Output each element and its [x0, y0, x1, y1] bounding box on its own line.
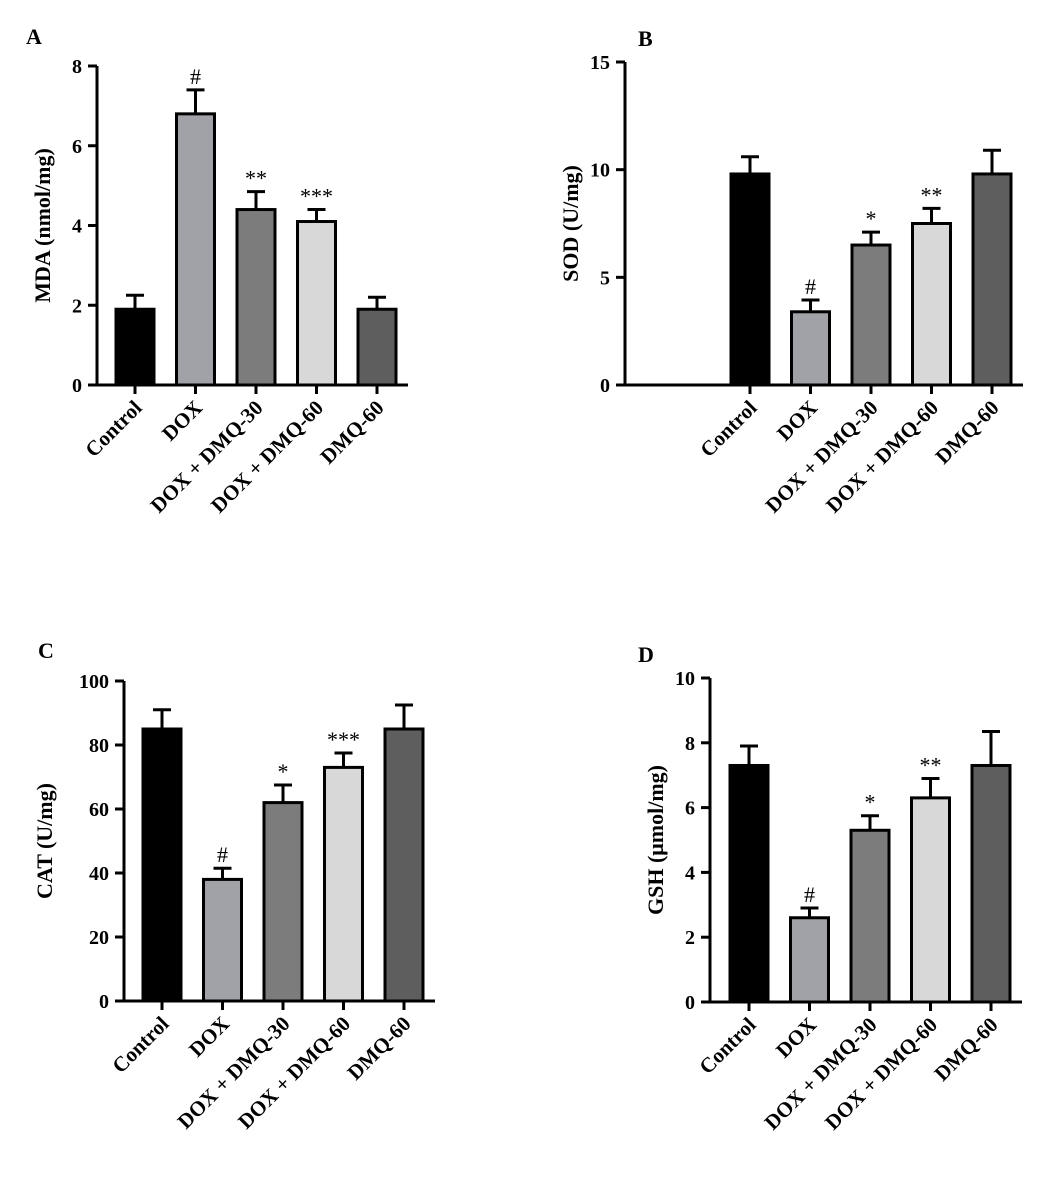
significance-marker: #	[804, 882, 815, 907]
x-tick-label: DOX + DMQ-60	[821, 396, 943, 518]
chart-panel-d: D 0 2 4 6 8 10 GSH (μmol/mg) Control # DOX * DOX + D…	[528, 600, 1056, 1200]
bar-dox-dmq-60	[323, 765, 364, 1003]
x-tick-label: DMQ-60	[930, 396, 1003, 469]
bar-control	[728, 763, 770, 1004]
x-tick-label: DOX	[184, 1012, 234, 1062]
x-tick-label: DOX	[157, 396, 207, 446]
y-tick-label: 4	[72, 216, 82, 238]
x-tick-label: Control	[80, 395, 146, 461]
bar-dox-dmq-60	[910, 796, 951, 1004]
bar-dox	[789, 916, 830, 1004]
chart-panel-a: A 0 2 4 6 8 MDA (nmol/mg) Control # DOX ** DOX + DM…	[0, 0, 528, 600]
bar-dox	[175, 112, 216, 387]
chart-svg: A 0 2 4 6 8 MDA (nmol/mg) Control # DOX ** DOX + DM…	[26, 24, 408, 518]
bar-dox-dmq-60	[296, 220, 337, 387]
y-tick-label: 0	[600, 375, 610, 397]
y-tick-label: 60	[89, 799, 109, 821]
y-tick-label: 40	[89, 863, 109, 885]
y-tick-label: 2	[685, 927, 695, 949]
panel-letter: D	[638, 642, 654, 667]
chart-panel-c: C 0 20 40 60 80 100 CAT (U/mg) Control # DOX * DOX +…	[0, 600, 528, 1200]
significance-marker: **	[920, 752, 942, 777]
y-tick-label: 8	[685, 733, 695, 755]
bar-dox-dmq-30	[850, 243, 892, 387]
bar-control	[114, 307, 156, 387]
significance-marker: #	[190, 64, 201, 89]
y-axis-label: CAT (U/mg)	[32, 783, 57, 899]
y-tick-label: 8	[72, 56, 82, 78]
x-tick-label: DOX + DMQ-60	[206, 396, 328, 518]
x-tick-label: DMQ-60	[342, 1012, 415, 1085]
x-tick-label: DOX + DMQ-60	[233, 1012, 355, 1134]
y-tick-label: 10	[590, 160, 610, 182]
chart-panel-b: B 0 5 10 15 SOD (U/mg) Control # DOX * DOX + DMQ-3…	[528, 0, 1056, 600]
bar-dox-dmq-60	[911, 222, 952, 387]
y-axis-label: GSH (μmol/mg)	[643, 765, 668, 915]
x-tick-label: DOX + DMQ-60	[820, 1013, 942, 1135]
y-tick-label: 80	[89, 735, 109, 757]
panel-letter: C	[38, 638, 54, 663]
y-tick-label: 100	[79, 671, 109, 693]
significance-marker: #	[805, 274, 816, 299]
x-tick-label: DMQ-60	[315, 396, 388, 469]
y-tick-label: 10	[675, 668, 695, 690]
bar-dmq-60	[971, 172, 1013, 387]
y-tick-label: 20	[89, 927, 109, 949]
x-tick-label: DMQ-60	[929, 1013, 1002, 1086]
bar-dmq-60	[356, 307, 398, 387]
y-tick-label: 0	[72, 375, 82, 397]
x-tick-label: Control	[694, 1012, 760, 1078]
panel-letter: A	[26, 24, 42, 49]
x-tick-label: DOX	[771, 1013, 821, 1063]
bar-dox	[202, 877, 243, 1003]
bar-dmq-60	[383, 727, 425, 1003]
bar-dox-dmq-30	[235, 208, 277, 387]
y-axis-label: MDA (nmol/mg)	[30, 148, 55, 303]
y-tick-label: 15	[590, 52, 610, 74]
significance-marker: **	[921, 182, 943, 207]
significance-marker: *	[278, 759, 289, 784]
significance-marker: *	[865, 790, 876, 815]
y-tick-label: 6	[72, 136, 82, 158]
significance-marker: *	[866, 206, 877, 231]
y-tick-label: 0	[99, 991, 109, 1013]
significance-marker: **	[245, 166, 267, 191]
y-tick-label: 0	[685, 992, 695, 1014]
bar-dox-dmq-30	[262, 801, 304, 1003]
y-tick-label: 6	[685, 798, 695, 820]
bar-control	[729, 172, 771, 387]
x-tick-label: Control	[107, 1011, 173, 1077]
chart-svg: D 0 2 4 6 8 10 GSH (μmol/mg) Control # DOX * DOX + D…	[638, 642, 1022, 1135]
y-axis-label: SOD (U/mg)	[558, 165, 583, 282]
bar-dox-dmq-30	[849, 828, 891, 1004]
bar-dox	[790, 310, 831, 387]
significance-marker: ***	[327, 727, 360, 752]
x-tick-label: Control	[695, 395, 761, 461]
y-tick-label: 2	[72, 295, 82, 317]
significance-marker: ***	[300, 184, 333, 209]
chart-svg: C 0 20 40 60 80 100 CAT (U/mg) Control # DOX * DOX +…	[32, 638, 435, 1134]
significance-marker: #	[217, 842, 228, 867]
bar-dmq-60	[970, 763, 1012, 1004]
bar-control	[141, 727, 183, 1003]
y-tick-label: 4	[685, 862, 695, 884]
x-tick-label: DOX	[772, 396, 822, 446]
y-tick-label: 5	[600, 267, 610, 289]
panel-letter: B	[638, 26, 653, 51]
